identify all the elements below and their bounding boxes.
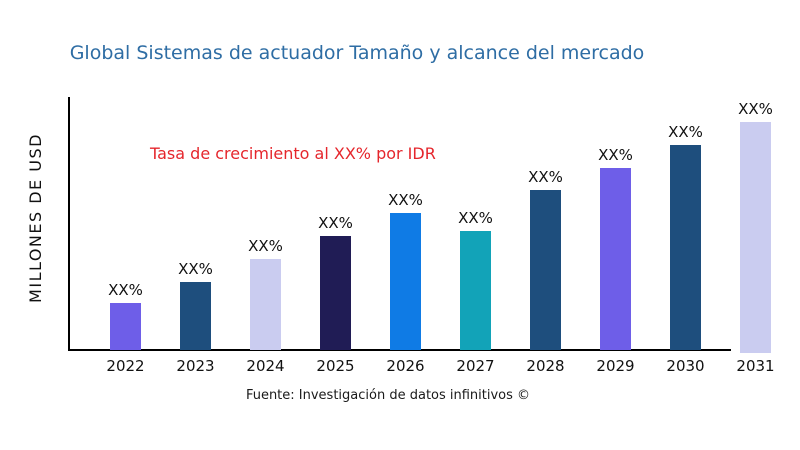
- bar-value-label: XX%: [248, 237, 283, 255]
- x-tick-label: 2029: [596, 357, 635, 375]
- bar-value-label: XX%: [388, 191, 423, 209]
- growth-rate-annotation: Tasa de crecimiento al XX% por IDR: [150, 144, 436, 163]
- bar-value-label: XX%: [178, 260, 213, 278]
- x-tick-label: 2023: [176, 357, 215, 375]
- bar-value-label: XX%: [318, 214, 353, 232]
- bar-value-label: XX%: [528, 168, 563, 186]
- x-tick-label: 2024: [246, 357, 285, 375]
- x-tick-label: 2025: [316, 357, 355, 375]
- x-tick-label: 2027: [456, 357, 495, 375]
- bar: [670, 145, 701, 350]
- bar: [110, 303, 141, 350]
- y-axis-line: [68, 97, 70, 351]
- bar: [390, 213, 421, 350]
- bar-value-label: XX%: [458, 209, 493, 227]
- y-axis-label: MILLONES DE USD: [26, 133, 45, 303]
- bar-value-label: XX%: [598, 146, 633, 164]
- bar-value-label: XX%: [108, 281, 143, 299]
- bar: [740, 122, 771, 353]
- bar-value-label: XX%: [738, 100, 773, 118]
- bar: [530, 190, 561, 350]
- x-tick-label: 2030: [666, 357, 705, 375]
- x-tick-label: 2026: [386, 357, 425, 375]
- chart-title: Global Sistemas de actuador Tamaño y alc…: [69, 42, 645, 64]
- x-tick-label: 2022: [106, 357, 145, 375]
- x-tick-label: 2031: [736, 357, 775, 375]
- source-footer: Fuente: Investigación de datos infinitiv…: [245, 388, 531, 403]
- x-tick-label: 2028: [526, 357, 565, 375]
- x-axis-line: [68, 349, 731, 351]
- bar: [320, 236, 351, 350]
- bar: [250, 259, 281, 350]
- bar: [460, 231, 491, 350]
- bar: [180, 282, 211, 350]
- bar: [600, 168, 631, 350]
- bar-value-label: XX%: [668, 123, 703, 141]
